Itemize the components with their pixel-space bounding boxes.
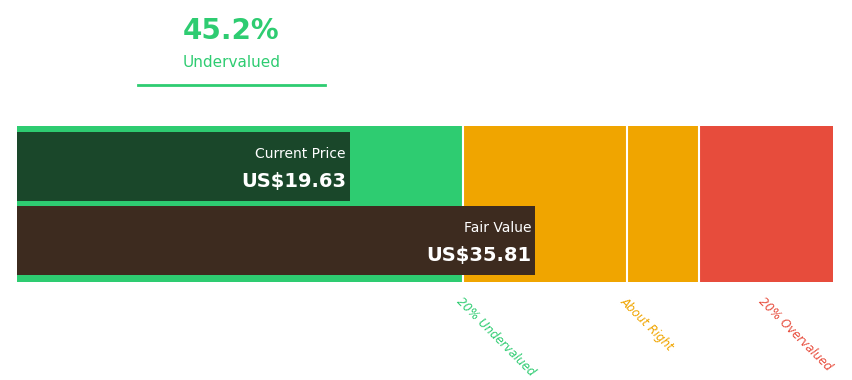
Text: US$35.81: US$35.81: [425, 246, 531, 265]
Text: Undervalued: Undervalued: [182, 55, 280, 70]
Bar: [626, 125, 699, 282]
Text: 45.2%: 45.2%: [183, 17, 279, 45]
Bar: [463, 125, 626, 282]
Text: 20% Undervalued: 20% Undervalued: [454, 295, 538, 379]
Text: US$19.63: US$19.63: [240, 172, 345, 191]
Bar: [17, 132, 349, 201]
Text: About Right: About Right: [617, 295, 675, 353]
Text: 20% Overvalued: 20% Overvalued: [755, 295, 833, 374]
Bar: [17, 125, 463, 282]
Bar: [17, 206, 535, 275]
Bar: [699, 125, 832, 282]
Text: Fair Value: Fair Value: [463, 221, 531, 235]
Text: Current Price: Current Price: [255, 147, 345, 161]
